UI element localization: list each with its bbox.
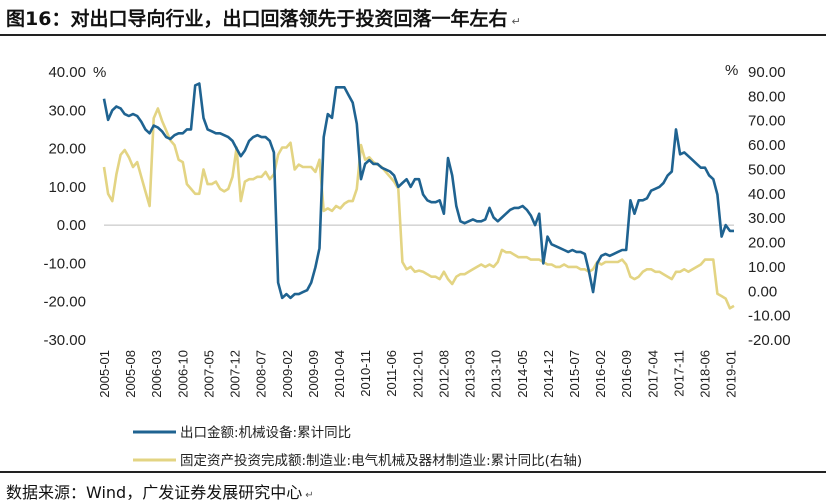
left-tick-label: 20.00: [48, 141, 86, 158]
x-tick-label: 2013-03: [463, 350, 478, 398]
x-tick-label: 2016-02: [593, 350, 608, 398]
x-tick-label: 2013-10: [489, 350, 504, 398]
title-bar: 图16：对出口导向行业，出口回落领先于投资回落一年左右 ↵: [0, 0, 826, 36]
left-tick-label: -30.00: [43, 332, 86, 349]
right-tick-label: 20.00: [748, 235, 786, 252]
x-tick-label: 2009-09: [306, 350, 321, 398]
x-tick-label: 2018-06: [698, 350, 713, 398]
x-tick-label: 2007-12: [228, 350, 243, 398]
x-tick-label: 2014-12: [541, 350, 556, 398]
right-tick-label: 10.00: [748, 259, 786, 276]
paragraph-mark-icon: ↵: [511, 15, 521, 28]
left-tick-label: 0.00: [57, 217, 86, 234]
x-tick-label: 2007-05: [201, 350, 216, 398]
legend: 出口金额:机械设备:累计同比 固定资产投资完成额:制造业:电气机械及器材制造业:…: [133, 424, 582, 469]
source-text: 数据来源：Wind，广发证券发展研究中心: [6, 483, 303, 502]
chart-title: 图16：对出口导向行业，出口回落领先于投资回落一年左右 ↵: [6, 4, 521, 31]
x-tick-label: 2006-10: [175, 350, 190, 398]
right-tick-label: 30.00: [748, 210, 786, 227]
x-tick-label: 2010-04: [332, 350, 347, 398]
axes: -30.00 -20.00 -10.00 0.00 10.00 20.00 30.00 40.…: [43, 62, 790, 398]
right-tick-label: 0.00: [748, 283, 777, 300]
legend-label-export: 出口金额:机械设备:累计同比: [180, 424, 351, 441]
x-tick-label: 2012-08: [436, 350, 451, 398]
right-tick-label: 70.00: [748, 113, 786, 130]
left-axis-unit: %: [93, 64, 106, 81]
x-tick-label: 2015-07: [567, 350, 582, 398]
left-tick-label: -10.00: [43, 255, 86, 272]
series-line-investment: [102, 107, 735, 310]
left-tick-label: 10.00: [48, 179, 86, 196]
chart: -30.00 -20.00 -10.00 0.00 10.00 20.00 30.00 40.…: [43, 62, 790, 469]
x-tick-label: 2005-01: [97, 350, 112, 398]
right-tick-label: -10.00: [748, 308, 791, 325]
x-tick-label: 2005-08: [123, 350, 138, 398]
x-tick-label: 2006-03: [149, 350, 164, 398]
x-tick-label: 2010-11: [358, 350, 373, 397]
right-tick-label: 60.00: [748, 137, 786, 154]
source-note: 数据来源：Wind，广发证券发展研究中心 ↵: [6, 479, 314, 503]
right-tick-label: 40.00: [748, 186, 786, 203]
x-tick-label: 2008-07: [254, 350, 269, 398]
right-tick-label: 50.00: [748, 161, 786, 178]
right-tick-label: -20.00: [748, 332, 791, 349]
x-tick-label: 2011-06: [384, 350, 399, 397]
x-tick-label: 2019-01: [724, 350, 739, 398]
x-tick-label: 2017-11: [671, 350, 686, 397]
left-tick-label: 40.00: [48, 64, 86, 81]
series-layer: [102, 82, 735, 310]
series-line-export: [102, 82, 734, 300]
x-tick-label: 2012-01: [410, 350, 425, 398]
right-axis-unit: %: [725, 62, 738, 79]
left-tick-label: 30.00: [48, 102, 86, 119]
source-bar: 数据来源：Wind，广发证券发展研究中心 ↵: [0, 471, 826, 503]
chart-title-text: 图16：对出口导向行业，出口回落领先于投资回落一年左右: [6, 8, 508, 30]
left-tick-label: -20.00: [43, 294, 86, 311]
x-tick-label: 2014-05: [515, 350, 530, 398]
x-tick-label: 2017-04: [645, 350, 660, 398]
legend-label-investment: 固定资产投资完成额:制造业:电气机械及器材制造业:累计同比(右轴): [180, 453, 582, 469]
x-tick-label: 2016-09: [619, 350, 634, 398]
paragraph-mark-icon: ↵: [305, 490, 314, 501]
x-tick-label: 2009-02: [280, 350, 295, 398]
right-tick-label: 90.00: [748, 64, 786, 81]
right-tick-label: 80.00: [748, 88, 786, 105]
